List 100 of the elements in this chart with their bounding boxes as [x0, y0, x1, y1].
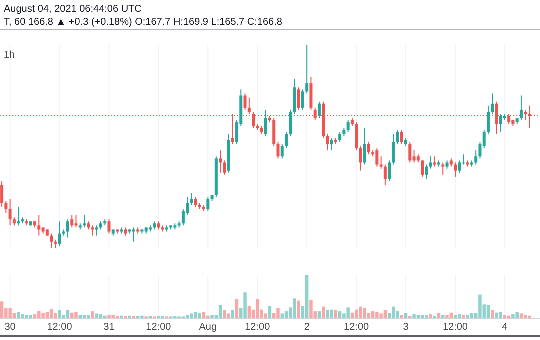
x-tick-label: 12:00	[442, 322, 468, 333]
bar	[78, 315, 82, 318]
bar	[359, 306, 362, 318]
bar	[503, 314, 507, 318]
bar	[186, 314, 190, 318]
candlestick	[280, 144, 284, 160]
chart-title: August 04, 2021 06:44:06 UTC	[4, 4, 142, 15]
candlestick	[206, 196, 210, 212]
candlestick	[367, 142, 370, 156]
candlestick	[70, 215, 74, 228]
candlestick	[284, 132, 288, 150]
bar	[442, 315, 445, 318]
bar	[280, 314, 284, 318]
bar	[108, 314, 111, 318]
bar	[284, 312, 288, 318]
bar	[400, 314, 404, 318]
bar	[218, 305, 222, 318]
candlestick	[396, 130, 400, 145]
candlestick	[289, 109, 292, 137]
bar	[293, 298, 296, 318]
candlestick	[301, 89, 304, 110]
bar	[70, 312, 74, 318]
candlestick	[219, 150, 222, 174]
candlestick	[74, 215, 78, 228]
bar	[416, 315, 420, 318]
bar	[202, 312, 206, 318]
x-tick-label: 31	[104, 322, 116, 333]
bar	[248, 306, 251, 318]
candlestick	[400, 130, 404, 145]
bar	[322, 306, 326, 318]
bar	[210, 315, 214, 318]
bar	[38, 311, 41, 318]
candlestick	[66, 219, 70, 238]
candlestick	[264, 109, 268, 137]
bar	[346, 308, 350, 318]
candlestick	[421, 160, 424, 178]
bar	[446, 315, 449, 318]
bar	[50, 309, 54, 318]
bar	[350, 312, 354, 318]
bar	[310, 300, 313, 318]
candlestick	[442, 162, 445, 176]
bar	[194, 312, 198, 318]
bar	[450, 312, 453, 318]
bar	[268, 306, 272, 318]
candlestick	[223, 160, 226, 176]
bar	[466, 315, 470, 318]
bar	[454, 315, 458, 318]
bar	[512, 314, 515, 318]
bar	[478, 294, 482, 318]
x-tick-label: 4	[502, 322, 508, 333]
candlestick	[363, 128, 366, 166]
bar	[429, 314, 432, 318]
bar	[87, 315, 90, 318]
bar	[297, 300, 300, 318]
candlestick	[50, 233, 54, 248]
candlestick	[499, 114, 502, 133]
bar	[412, 314, 416, 318]
bar	[42, 313, 45, 318]
bar	[74, 312, 78, 318]
bar	[223, 310, 226, 318]
bar	[363, 308, 366, 318]
x-tick-label: 3	[403, 322, 410, 333]
bar	[499, 312, 502, 318]
bar	[396, 311, 400, 318]
bar	[392, 306, 396, 318]
candlestick	[520, 95, 523, 121]
candlestick	[8, 198, 12, 226]
candlestick	[306, 44, 309, 94]
candlestick	[429, 156, 432, 170]
bar	[62, 314, 66, 318]
bar	[16, 312, 20, 318]
bar	[371, 312, 375, 318]
bar	[425, 315, 428, 318]
candlestick	[190, 192, 194, 206]
candlestick	[384, 164, 387, 186]
bar	[458, 314, 462, 318]
bar	[380, 314, 383, 318]
candlestick	[486, 105, 490, 135]
candlestick	[132, 227, 136, 242]
candlestick	[95, 225, 98, 236]
candlestick	[524, 109, 528, 121]
bar	[326, 310, 330, 318]
candlestick	[108, 219, 111, 234]
bar	[0, 302, 4, 318]
bar	[520, 314, 524, 318]
bar	[244, 292, 247, 318]
bar	[58, 310, 62, 318]
bar	[495, 312, 498, 318]
bar	[227, 314, 230, 318]
bar	[21, 314, 24, 318]
bar	[46, 312, 50, 318]
candlestick	[474, 150, 478, 166]
candlestick	[491, 93, 494, 115]
bar	[516, 312, 519, 318]
candlestick	[4, 200, 8, 214]
candlestick	[17, 206, 20, 226]
x-tick-label: 12:00	[344, 322, 370, 333]
candlestick	[338, 132, 342, 143]
bar	[66, 310, 70, 318]
candlestick	[83, 215, 86, 228]
